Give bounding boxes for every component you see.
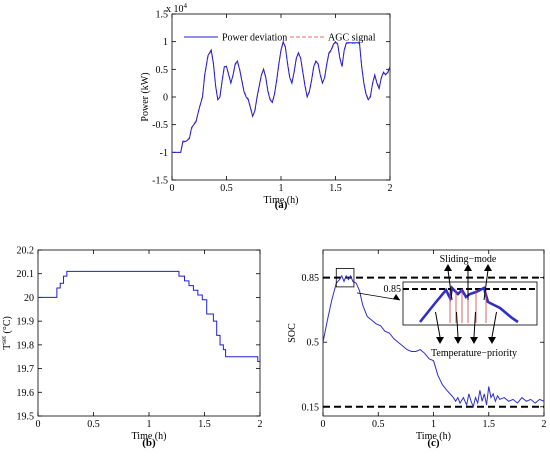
arrow-up-head	[484, 264, 492, 271]
annotation-sliding-mode: Sliding−mode	[440, 254, 497, 265]
arrow-up-line	[483, 269, 489, 301]
arrow-down-head	[470, 337, 478, 344]
x-tick-label: 2	[388, 183, 393, 194]
arrow-up-head	[464, 264, 472, 271]
panel-c: 0 0.5 1 1.5 2 0.15 0.5 0.85 0.85 Sliding−mode Temp…	[287, 249, 547, 449]
arrow-down-line	[435, 311, 441, 338]
arrow-down-line	[473, 311, 476, 338]
annotation-temperature-priority: Temperature−priority	[431, 348, 517, 359]
arrow-down-line	[491, 311, 497, 338]
legend: Power deviation AGC signal	[184, 33, 376, 44]
y-axis-label: SOC	[287, 323, 298, 343]
x-tick-label: 1.5	[329, 183, 342, 194]
legend-label-power-deviation: Power deviation	[222, 33, 287, 44]
x-tick-label: 0.5	[372, 419, 385, 430]
y-tick-label: -1	[160, 148, 168, 159]
y-tick-label: 20.2	[17, 246, 35, 257]
x-tick-label: 0	[321, 419, 326, 430]
y-tick-label: 0.5	[307, 338, 320, 349]
x-tick-label: 0.5	[87, 419, 100, 430]
y-tick-label: -1.5	[152, 176, 168, 187]
arrow-down-line	[456, 311, 459, 338]
caption-a: (a)	[275, 199, 288, 211]
y-tick-label: -0.5	[152, 120, 168, 131]
y-tick-label: 1.5	[156, 10, 169, 21]
x-tick-label: 1.5	[483, 419, 496, 430]
y-tick-label: 19.7	[17, 364, 35, 375]
y-tick-label: 0.15	[302, 402, 320, 413]
arrow-down-head	[436, 337, 444, 344]
arrow-up-line	[447, 269, 453, 301]
series-line-power-deviation	[172, 40, 391, 153]
x-tick-label: 1.5	[198, 419, 211, 430]
zoom-connector-arrow	[356, 292, 401, 301]
y-tick-label: 0	[163, 93, 168, 104]
zoom-connector-arrowhead	[393, 294, 400, 300]
arrow-up-head	[444, 264, 452, 271]
y-tick-label: 0.85	[302, 273, 320, 284]
x-tick-label: 0	[170, 183, 175, 194]
y-exponent-power: 4	[184, 2, 188, 10]
y-axis-label-unit: (°C)	[2, 316, 13, 336]
x-axis-label: Time (h)	[264, 195, 299, 206]
series-line-agc-signal	[172, 41, 391, 153]
plot-frame-b	[37, 249, 261, 417]
y-tick-label: 1	[163, 37, 168, 48]
x-tick-label: 2	[542, 419, 547, 430]
y-tick-label: 0.5	[156, 65, 169, 76]
arrow-down-head	[454, 337, 462, 344]
x-tick-label: 1	[147, 419, 152, 430]
y-tick-label: 19.6	[17, 388, 35, 399]
inset-level-label: 0.85	[384, 284, 402, 295]
x-tick-label: 1	[431, 419, 436, 430]
series-line-soc	[322, 274, 545, 409]
zoom-region-box	[335, 268, 355, 288]
plot-frame-c	[322, 249, 545, 417]
y-tick-label: 19.8	[17, 340, 35, 351]
x-tick-label: 2	[258, 419, 263, 430]
x-tick-label: 1	[279, 183, 284, 194]
y-tick-label: 20.1	[17, 269, 35, 280]
panel-b: 0 0.5 1 1.5 2 19.5 19.6 19.7 19.8 19.9 20 20.1 20.2 T…	[0, 246, 263, 450]
y-tick-label: 19.5	[17, 412, 35, 423]
x-axis-label: Time (h)	[416, 431, 451, 442]
inset: 0.85	[384, 264, 538, 344]
inset-soc-trace	[418, 285, 519, 324]
caption-c: (c)	[427, 437, 440, 449]
y-axis-label: Power (kW)	[140, 72, 151, 121]
series-line-temperature-setpoint	[38, 270, 260, 362]
x-tick-label: 0.5	[220, 183, 233, 194]
caption-b: (b)	[142, 437, 156, 449]
y-tick-label: 19.9	[17, 317, 35, 328]
arrow-down-head	[488, 337, 496, 344]
y-axis-label-sup: set	[0, 336, 8, 344]
y-exponent-label: x 104	[166, 2, 188, 15]
y-tick-label: 20	[24, 293, 34, 304]
x-axis-label: Time (h)	[132, 431, 167, 442]
y-axis-label: Tset (°C)	[0, 316, 13, 350]
x-tick-label: 0	[36, 419, 41, 430]
legend-label-agc-signal: AGC signal	[328, 33, 376, 44]
